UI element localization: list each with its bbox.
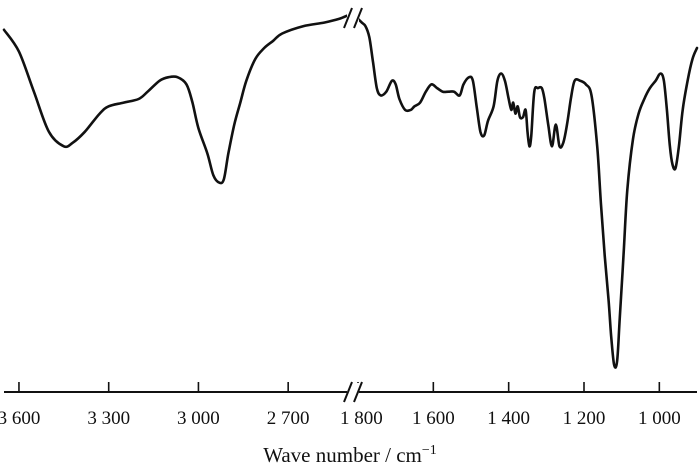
x-axis-break-slash-2	[353, 381, 363, 403]
spectrum-line-segment-2	[356, 17, 699, 369]
x-axis-title: Wave number / cm−1	[263, 443, 437, 467]
x-tick-label-1400: 1 400	[487, 408, 530, 429]
x-tick-label-1200: 1 200	[563, 408, 606, 429]
x-tick-label-3600: 3 600	[0, 408, 40, 429]
x-axis-break-slash-1	[343, 381, 353, 403]
x-axis-title-text: Wave number / cm	[263, 443, 422, 467]
spectrum-curves	[2, 14, 699, 369]
x-tick-label-1000: 1 000	[638, 408, 681, 429]
x-axis-title-superscript: −1	[422, 443, 437, 458]
curve-break-slash-2	[353, 7, 363, 29]
curve-break-slash-1	[343, 7, 353, 29]
x-tick-label-1800: 1 800	[340, 408, 383, 429]
spectrum-line-segment-1	[2, 14, 350, 185]
x-axis-ticks	[18, 382, 661, 392]
x-tick-label-1600: 1 600	[412, 408, 455, 429]
x-tick-label-2700: 2 700	[267, 408, 310, 429]
x-tick-label-3300: 3 300	[87, 408, 130, 429]
x-axis-tick-labels: 3 600 3 300 3 000 2 700 1 800 1 600 1 400 1 200…	[0, 408, 681, 429]
x-tick-label-3000: 3 000	[177, 408, 220, 429]
axis-break-marks	[343, 7, 363, 403]
